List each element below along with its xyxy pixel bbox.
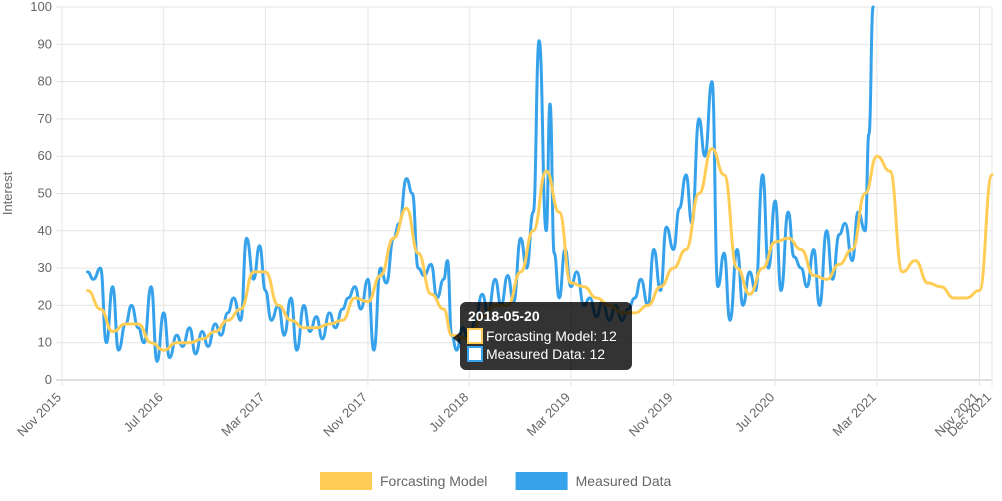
series-lines [86, 5, 994, 363]
y-tick-label: 70 [38, 111, 52, 126]
y-axis-ticks: 0 10 20 30 40 50 60 70 80 90 100 [30, 0, 52, 387]
tooltip-title: 2018-05-20 [468, 308, 540, 324]
x-tick-label: Mar 2017 [218, 390, 267, 439]
y-tick-label: 90 [38, 36, 52, 51]
y-axis-title: Interest [0, 171, 15, 215]
legend-item: Forcasting Model [320, 472, 487, 490]
x-tick-label: Nov 2017 [320, 390, 370, 440]
x-tick-label: Nov 2015 [14, 390, 64, 440]
x-tick-label: Jul 2020 [732, 390, 777, 435]
y-tick-label: 30 [38, 260, 52, 275]
tooltip-swatch [467, 328, 483, 344]
y-tick-label: 40 [38, 223, 52, 238]
tooltip-swatch [467, 346, 483, 362]
y-tick-label: 60 [38, 148, 52, 163]
x-tick-label: Mar 2021 [830, 390, 879, 439]
x-axis-ticks: Nov 2015 Jul 2016 Mar 2017 Nov 2017 Jul 2018… [14, 390, 994, 440]
y-tick-label: 20 [38, 297, 52, 312]
y-tick-label: 10 [38, 335, 52, 350]
legend-swatch [320, 472, 372, 490]
x-tick-label: Jul 2018 [426, 390, 471, 435]
y-tick-label: 0 [45, 372, 52, 387]
legend-item: Measured Data [515, 472, 672, 490]
y-tick-label: 100 [30, 0, 52, 14]
legend-label: Measured Data [576, 473, 672, 489]
series-line-forcasting-model [86, 147, 994, 352]
x-tick-label: Jul 2016 [120, 390, 165, 435]
y-tick-label: 80 [38, 74, 52, 89]
tooltip: 2018-05-20 Forcasting Model: 12 Measured D… [453, 302, 632, 370]
legend: Forcasting Model Measured Data [320, 472, 672, 490]
tooltip-line: Measured Data: 12 [486, 346, 605, 362]
tooltip-caret [453, 332, 460, 344]
y-tick-label: 50 [38, 186, 52, 201]
x-tick-label: Nov 2019 [626, 390, 676, 440]
grid-lines [56, 6, 993, 386]
series-line-measured-data [86, 5, 875, 363]
legend-label: Forcasting Model [380, 473, 487, 489]
tooltip-line: Forcasting Model: 12 [486, 328, 617, 344]
x-tick-label: Mar 2019 [524, 390, 573, 439]
legend-swatch [515, 472, 568, 490]
tooltip-box [460, 302, 632, 370]
